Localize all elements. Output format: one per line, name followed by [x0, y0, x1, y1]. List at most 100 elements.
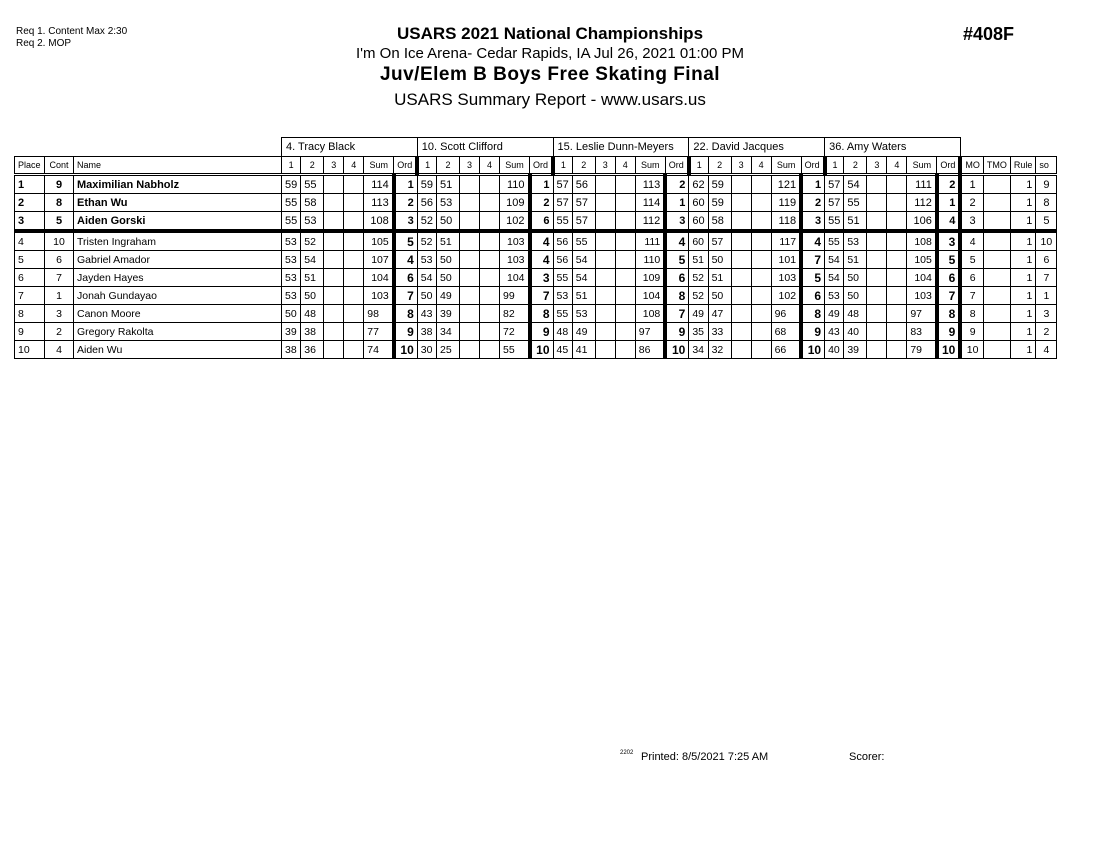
ordinal: 7	[663, 304, 690, 323]
ordinal: 5	[799, 268, 826, 287]
sum: 72	[499, 322, 531, 341]
score-2: 59	[707, 193, 732, 212]
score-1: 30	[416, 340, 438, 359]
score-1: 55	[552, 211, 573, 233]
tmo	[982, 174, 1011, 194]
judge-name: 10. Scott Clifford	[416, 137, 554, 157]
score-3	[459, 322, 481, 341]
score-2: 51	[300, 268, 325, 287]
score-2: 54	[300, 250, 325, 269]
requirements: Req 1. Content Max 2:30 Req 2. MOP	[16, 26, 127, 50]
skate-order: 8	[1035, 193, 1058, 212]
ordinal: 6	[527, 211, 554, 233]
table-row: 6 7 Jayden Hayes 53 51 104 6 54 50 104 3 55 54 109 6 52…	[14, 268, 1058, 287]
sum: 111	[906, 174, 938, 194]
score-4	[750, 286, 772, 305]
col-judge-4: 4	[750, 156, 772, 176]
skate-order: 3	[1035, 304, 1058, 323]
skater-name: Aiden Gorski	[73, 211, 282, 233]
ordinal: 9	[799, 322, 826, 341]
rule: 1	[1009, 286, 1037, 305]
score-3	[594, 230, 616, 251]
score-4	[750, 304, 772, 323]
score-4	[614, 174, 636, 194]
score-1: 53	[280, 268, 302, 287]
col-judge-2: 2	[436, 156, 461, 176]
rule: 1	[1009, 174, 1037, 194]
ordinal: 10	[663, 340, 690, 359]
requirement-2: Req 2. MOP	[16, 38, 72, 49]
score-4	[750, 193, 772, 212]
ordinal: 5	[663, 250, 690, 269]
table-row: 10 4 Aiden Wu 38 36 74 10 30 25 55 10 45 41 86 10 34 32 6…	[14, 340, 1058, 359]
sum: 102	[499, 211, 531, 233]
score-1: 54	[416, 268, 438, 287]
contestant-number: 2	[44, 322, 74, 341]
sum: 101	[770, 250, 802, 269]
judge-header-row: 4. Tracy Black 10. Scott Clifford 15. Lesl…	[15, 137, 1057, 157]
ordinal: 4	[527, 230, 554, 251]
sum: 113	[634, 174, 666, 194]
place: 9	[14, 322, 45, 341]
skate-order: 5	[1035, 211, 1058, 233]
score-4	[750, 174, 772, 194]
col-judge-ord: Ord	[529, 156, 554, 176]
majority-ordinal: 9	[958, 322, 984, 341]
score-4	[343, 193, 365, 212]
score-1: 38	[280, 340, 302, 359]
skater-name: Jonah Gundayao	[73, 286, 282, 305]
ordinal: 8	[527, 304, 554, 323]
score-1: 62	[688, 174, 709, 194]
score-2: 32	[707, 340, 732, 359]
col-tmo: TMO	[982, 156, 1011, 176]
tmo	[982, 211, 1011, 233]
score-4	[614, 322, 636, 341]
sum: 114	[634, 193, 666, 212]
ordinal: 7	[527, 286, 554, 305]
col-rule: Rule	[1009, 156, 1037, 176]
score-3	[730, 250, 752, 269]
score-1: 52	[688, 286, 709, 305]
col-judge-ord: Ord	[800, 156, 826, 176]
score-2: 59	[707, 174, 732, 194]
score-1: 56	[552, 250, 573, 269]
ordinal: 10	[391, 340, 418, 359]
sum: 108	[906, 230, 938, 251]
score-2: 57	[571, 193, 596, 212]
col-cont: Cont	[44, 156, 74, 176]
score-4	[750, 230, 772, 251]
tmo	[982, 322, 1011, 341]
score-3	[323, 250, 345, 269]
score-2: 48	[843, 304, 868, 323]
score-4	[479, 211, 501, 233]
rule: 1	[1009, 193, 1037, 212]
score-3	[459, 211, 481, 233]
score-3	[730, 286, 752, 305]
ordinal: 4	[391, 250, 418, 269]
score-1: 50	[416, 286, 438, 305]
score-2: 54	[843, 174, 868, 194]
score-3	[594, 322, 616, 341]
sum: 106	[906, 211, 938, 233]
place: 3	[14, 211, 45, 233]
tmo	[982, 230, 1011, 251]
score-3	[730, 211, 752, 233]
score-4	[479, 174, 501, 194]
score-4	[886, 193, 908, 212]
ordinal: 4	[799, 230, 826, 251]
judge-name: 15. Leslie Dunn-Meyers	[552, 137, 690, 157]
ordinal: 5	[934, 250, 961, 269]
ordinal: 7	[934, 286, 961, 305]
sum: 99	[499, 286, 531, 305]
score-4	[479, 230, 501, 251]
sum: 98	[363, 304, 395, 323]
ordinal: 8	[799, 304, 826, 323]
col-judge-1: 1	[686, 156, 709, 176]
score-1: 43	[824, 322, 845, 341]
score-4	[343, 304, 365, 323]
score-3	[594, 340, 616, 359]
score-1: 53	[416, 250, 438, 269]
skate-order: 6	[1035, 250, 1058, 269]
ordinal: 2	[799, 193, 826, 212]
tmo	[982, 250, 1011, 269]
